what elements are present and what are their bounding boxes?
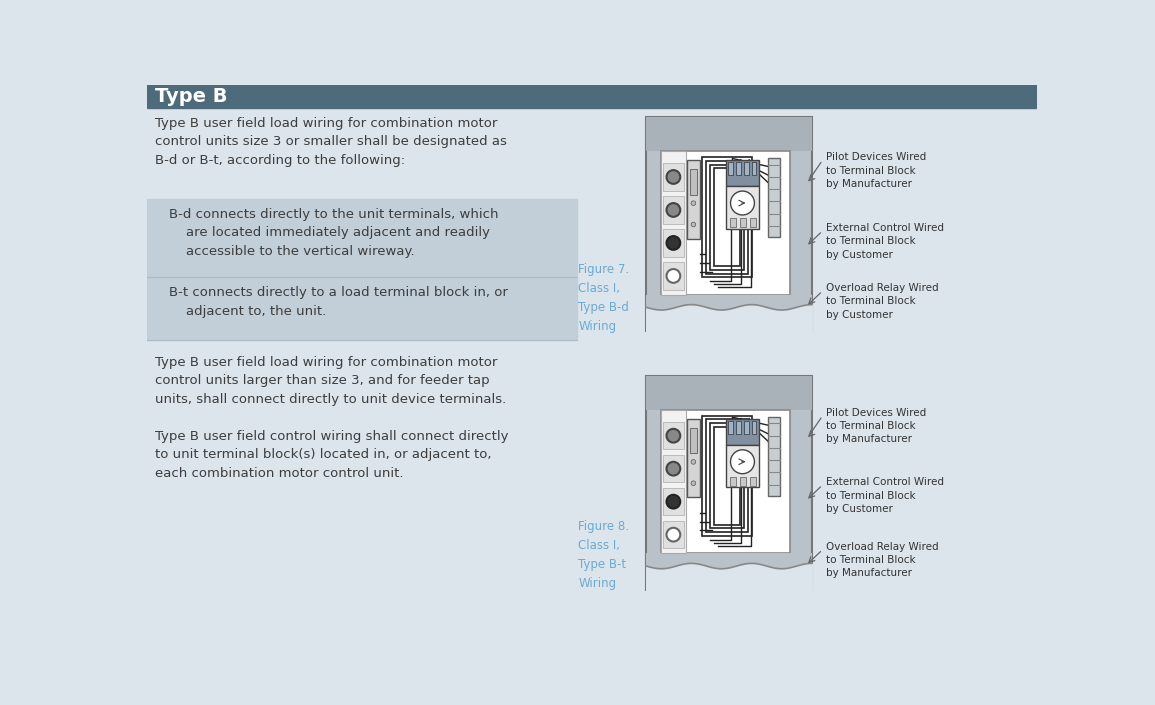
Bar [646, 117, 812, 331]
Circle shape [666, 203, 680, 217]
Bar [730, 218, 736, 227]
Bar [729, 421, 733, 434]
Bar [687, 419, 700, 498]
Bar [768, 417, 780, 496]
Text: Type B: Type B [155, 87, 228, 106]
Bar [750, 218, 755, 227]
Text: Type B user field control wiring shall connect directly
to unit terminal block(s: Type B user field control wiring shall c… [155, 429, 508, 479]
Text: Pilot Devices Wired
to Terminal Block
by Manufacturer: Pilot Devices Wired to Terminal Block by… [826, 152, 926, 189]
Bar [646, 295, 812, 331]
Circle shape [730, 450, 754, 474]
Bar [663, 196, 684, 223]
Bar [148, 108, 576, 627]
Circle shape [691, 460, 695, 464]
Bar [690, 169, 698, 195]
Bar [736, 162, 740, 175]
Bar [148, 85, 1037, 108]
Bar [725, 160, 759, 186]
Circle shape [666, 495, 680, 508]
Bar [710, 165, 744, 270]
Bar [148, 277, 576, 341]
Text: Type B user field load wiring for combination motor
control units larger than si: Type B user field load wiring for combin… [155, 355, 506, 405]
Bar [714, 168, 740, 266]
Circle shape [666, 462, 680, 476]
Bar [750, 477, 755, 486]
Bar [663, 422, 684, 449]
Bar [752, 162, 757, 175]
Bar [707, 161, 747, 274]
Bar [729, 162, 733, 175]
Circle shape [730, 191, 754, 215]
Text: B-d connects directly to the unit terminals, which
    are located immediately a: B-d connects directly to the unit termin… [169, 208, 498, 258]
Bar [661, 410, 686, 553]
Text: B-t connects directly to a load terminal block in, or
    adjacent to, the unit.: B-t connects directly to a load terminal… [169, 286, 508, 318]
Text: Type B user field load wiring for combination motor
control units size 3 or smal: Type B user field load wiring for combin… [155, 117, 507, 167]
Circle shape [666, 269, 680, 283]
Bar [661, 410, 790, 553]
Text: Figure 8.
Class I,
Type B-t
Wiring: Figure 8. Class I, Type B-t Wiring [579, 520, 629, 589]
Bar [663, 488, 684, 515]
Bar [702, 157, 752, 277]
Bar [744, 162, 748, 175]
Text: Overload Relay Wired
to Terminal Block
by Customer: Overload Relay Wired to Terminal Block b… [826, 283, 939, 319]
Bar [730, 477, 736, 486]
Bar [663, 455, 684, 482]
Bar [768, 159, 780, 238]
Circle shape [691, 481, 695, 486]
Bar [690, 428, 698, 453]
Bar [725, 419, 759, 445]
Bar [663, 164, 684, 190]
Circle shape [691, 201, 695, 205]
Bar [663, 262, 684, 290]
Circle shape [691, 222, 695, 227]
Bar [661, 151, 790, 295]
Circle shape [666, 528, 680, 541]
Text: External Control Wired
to Terminal Block
by Customer: External Control Wired to Terminal Block… [826, 223, 945, 259]
Bar [736, 421, 740, 434]
Text: Overload Relay Wired
to Terminal Block
by Manufacturer: Overload Relay Wired to Terminal Block b… [826, 542, 939, 578]
Bar [707, 419, 747, 532]
Bar [744, 421, 748, 434]
Bar [710, 423, 744, 529]
Text: Pilot Devices Wired
to Terminal Block
by Manufacturer: Pilot Devices Wired to Terminal Block by… [826, 408, 926, 444]
Bar [702, 416, 752, 536]
Text: External Control Wired
to Terminal Block
by Customer: External Control Wired to Terminal Block… [826, 477, 945, 514]
Bar [725, 186, 759, 228]
Circle shape [666, 236, 680, 250]
Bar [663, 229, 684, 257]
Bar [725, 445, 759, 487]
Bar [687, 160, 700, 239]
Bar [740, 477, 746, 486]
Bar [646, 376, 812, 410]
Bar [646, 553, 812, 589]
Bar [576, 108, 1036, 627]
Circle shape [666, 170, 680, 184]
Bar [752, 421, 757, 434]
Bar [661, 151, 686, 295]
Circle shape [666, 429, 680, 443]
Bar [148, 199, 576, 277]
Bar [714, 427, 740, 525]
Bar [646, 376, 812, 589]
Bar [663, 521, 684, 548]
Text: Figure 7.
Class I,
Type B-d
Wiring: Figure 7. Class I, Type B-d Wiring [579, 263, 629, 333]
Bar [646, 117, 812, 151]
Bar [740, 218, 746, 227]
